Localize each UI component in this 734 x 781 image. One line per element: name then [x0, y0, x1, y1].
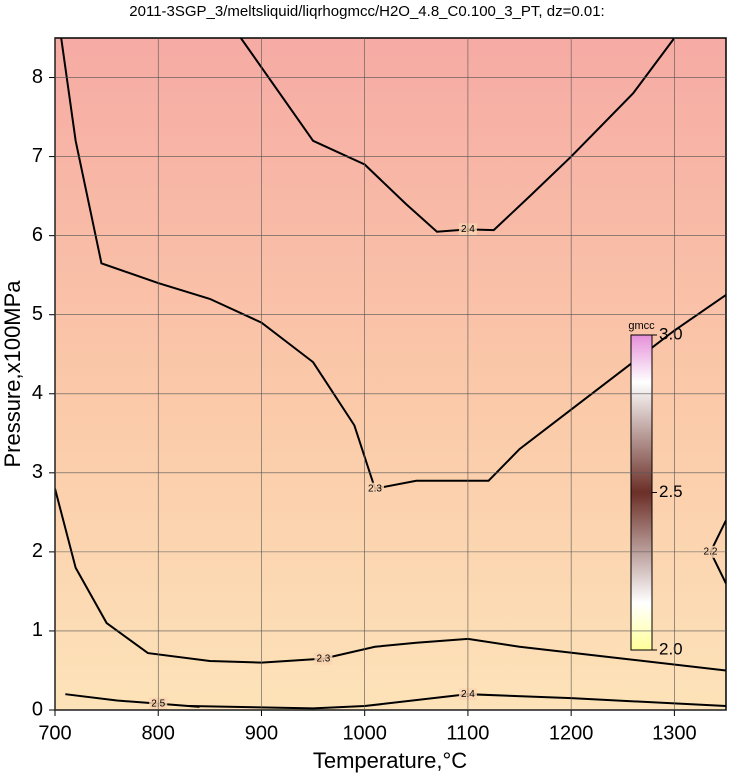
contour-line	[65, 693, 200, 708]
x-tick-label: 1200	[549, 722, 594, 744]
y-axis-label: Pressure,x100MPa	[0, 280, 25, 468]
contour-line	[189, 693, 726, 710]
x-tick-label: 1300	[652, 722, 697, 744]
y-tick-label: 4	[32, 382, 43, 404]
x-axis-label: Temperature,°C	[313, 748, 467, 773]
y-tick-label: 3	[32, 461, 43, 483]
y-tick-label: 6	[32, 224, 43, 246]
x-tick-label: 1100	[446, 722, 489, 744]
y-tick-label: 7	[32, 145, 43, 167]
y-tick-label: 0	[32, 698, 43, 720]
contour-label: 2.3	[316, 653, 330, 664]
plot-background	[55, 38, 726, 710]
contour-label-bg	[366, 482, 385, 495]
y-tick-label: 2	[32, 540, 43, 562]
y-tick-label: 1	[32, 619, 43, 641]
x-tick-label: 1000	[342, 722, 387, 744]
contour-label-bg	[314, 652, 333, 665]
y-tick-label: 8	[32, 66, 43, 88]
chart-title: 2011-3SGP_3/meltsliquid/liqrhogmcc/H2O_4…	[129, 3, 604, 20]
x-tick-label: 700	[38, 722, 71, 744]
colorbar-tick-label: 2.5	[659, 482, 683, 501]
contour-label: 2.3	[368, 483, 382, 494]
x-tick-label: 900	[245, 722, 278, 744]
x-tick-label: 800	[142, 722, 175, 744]
colorbar-label: gmcc	[628, 320, 655, 332]
colorbar-tick-label: 3.0	[659, 324, 683, 343]
y-tick-label: 5	[32, 303, 43, 325]
colorbar	[630, 334, 653, 651]
overlay: 700 800 900 1000 1100 1200 1300 0 1 2 3 4 5 6 7 8 gmcc 2.…	[32, 37, 727, 744]
plot-area: 2.42.32.32.42.52.2	[55, 38, 726, 710]
colorbar-tick-label: 2.0	[659, 639, 683, 658]
